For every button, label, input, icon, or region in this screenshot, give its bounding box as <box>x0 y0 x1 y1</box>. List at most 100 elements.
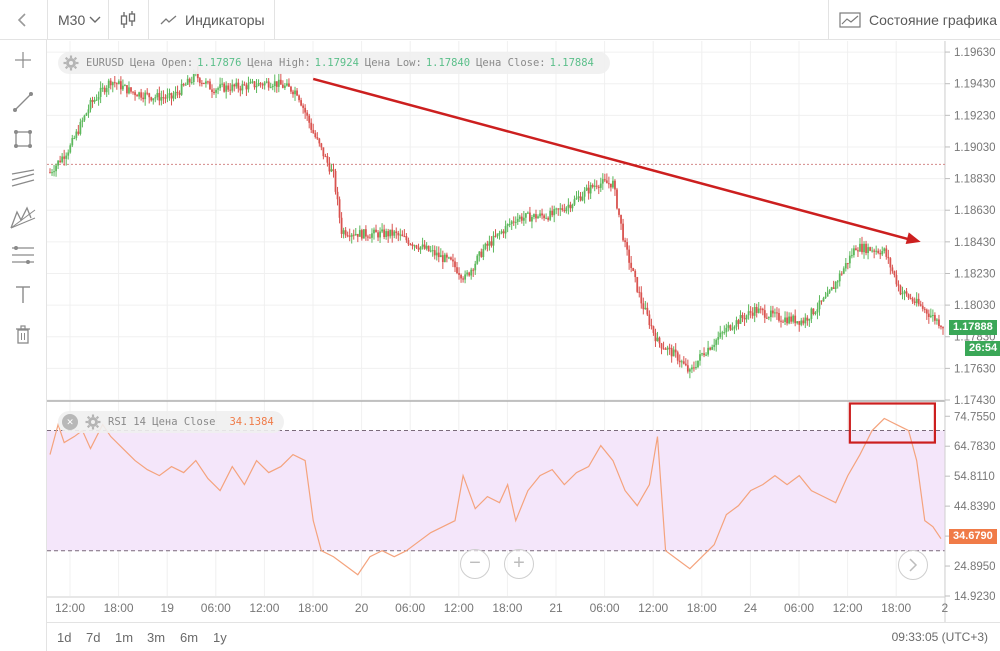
candle-body <box>510 221 513 225</box>
candle-body <box>450 257 452 260</box>
candle-body <box>822 298 825 302</box>
candle-body <box>55 165 57 172</box>
zoom-out-button[interactable]: − <box>460 549 490 579</box>
candle-body <box>51 172 53 174</box>
candle-body <box>595 185 598 187</box>
candle-body <box>101 87 104 89</box>
candle-body <box>800 320 803 325</box>
back-button[interactable] <box>16 0 28 40</box>
chevron-left-icon <box>17 13 26 27</box>
time-tick-label: 18:00 <box>687 601 717 615</box>
crosshair-tool[interactable] <box>8 45 38 75</box>
candle-body <box>693 367 695 369</box>
candle-body <box>524 213 527 218</box>
candle-body <box>585 187 588 191</box>
range-3m[interactable]: 3m <box>147 630 166 645</box>
timeframe-dropdown[interactable]: M30 <box>58 0 102 40</box>
candle-body <box>367 236 369 238</box>
time-tick-label: 2 <box>941 601 948 615</box>
candle-body <box>802 320 805 324</box>
candle-body <box>126 85 128 94</box>
candle-body <box>646 307 649 315</box>
scroll-right-button[interactable] <box>898 550 928 580</box>
channel-tool[interactable] <box>8 164 38 194</box>
candle-body <box>697 360 699 368</box>
chart-type-button[interactable] <box>119 0 137 40</box>
candle-body <box>757 308 760 313</box>
candle-body <box>705 354 707 356</box>
candle-body <box>810 308 813 319</box>
range-1m[interactable]: 1m <box>115 630 134 645</box>
rectangle-tool[interactable] <box>8 124 38 154</box>
candle-body <box>188 78 191 83</box>
candle-body <box>312 129 315 134</box>
candle-body <box>231 84 234 91</box>
gear-icon[interactable] <box>84 413 102 431</box>
drawing-toolbar <box>0 40 47 651</box>
rsi-value: 34.1384 <box>229 416 274 428</box>
legend-high-label: Цена High: <box>247 57 311 69</box>
candle-body <box>470 269 473 276</box>
candle-body <box>443 254 446 263</box>
close-indicator-icon[interactable]: ✕ <box>62 414 78 430</box>
candle-body <box>628 249 631 263</box>
candle-body <box>105 87 108 93</box>
range-7d[interactable]: 7d <box>86 630 101 645</box>
candle-body <box>441 255 444 263</box>
candle-body <box>318 138 321 144</box>
candle-body <box>786 317 788 324</box>
trendline-tool[interactable] <box>8 87 38 117</box>
candle-body <box>895 274 898 285</box>
candle-body <box>699 354 701 361</box>
candle-body <box>338 199 341 218</box>
candle-body <box>213 91 215 93</box>
candle-body <box>636 277 639 292</box>
price-legend: EURUSD Цена Open: 1.17876 Цена High: 1.1… <box>58 52 610 74</box>
candle-body <box>610 183 612 188</box>
candle-body <box>433 250 436 256</box>
candle-body <box>563 210 566 212</box>
fibonacci-fan-tool[interactable] <box>8 203 38 233</box>
rsi-band <box>47 430 945 551</box>
candle-body <box>909 297 912 299</box>
candle-body <box>170 93 173 99</box>
candle-body <box>660 343 663 349</box>
candle-body <box>923 308 926 310</box>
candle-body <box>834 281 837 289</box>
chart-state-button[interactable]: Состояние графика <box>839 0 997 40</box>
candle-body <box>903 291 906 294</box>
candle-body <box>591 185 594 187</box>
candle-body <box>160 97 163 101</box>
candle-body <box>905 291 908 295</box>
indicators-button[interactable]: Индикаторы <box>160 0 265 40</box>
candle-body <box>358 230 361 237</box>
candle-body <box>506 224 509 227</box>
range-1y[interactable]: 1y <box>213 630 227 645</box>
gear-icon[interactable] <box>62 54 80 72</box>
candle-body <box>113 82 116 84</box>
candle-body <box>804 317 807 324</box>
candle-body <box>202 82 205 84</box>
candle-body <box>249 81 252 84</box>
rsi-tick-label: 54.8110 <box>954 471 995 483</box>
candle-body <box>755 307 758 313</box>
text-icon <box>16 286 30 303</box>
zoom-in-button[interactable]: + <box>504 549 534 579</box>
candle-body <box>626 242 629 250</box>
candle-body <box>587 187 590 194</box>
delete-drawings-tool[interactable] <box>8 320 38 350</box>
fibonacci-levels-tool[interactable] <box>8 240 38 270</box>
candle-body <box>654 332 657 342</box>
candle-body <box>77 131 80 134</box>
candle-body <box>385 231 388 238</box>
candle-body <box>504 226 507 234</box>
candle-body <box>666 347 669 350</box>
candle-body <box>701 353 703 355</box>
range-6m[interactable]: 6m <box>180 630 199 645</box>
candle-body <box>717 337 720 340</box>
candle-body <box>769 310 772 318</box>
text-tool[interactable] <box>8 280 38 310</box>
range-1d[interactable]: 1d <box>57 630 72 645</box>
candle-body <box>379 231 381 238</box>
